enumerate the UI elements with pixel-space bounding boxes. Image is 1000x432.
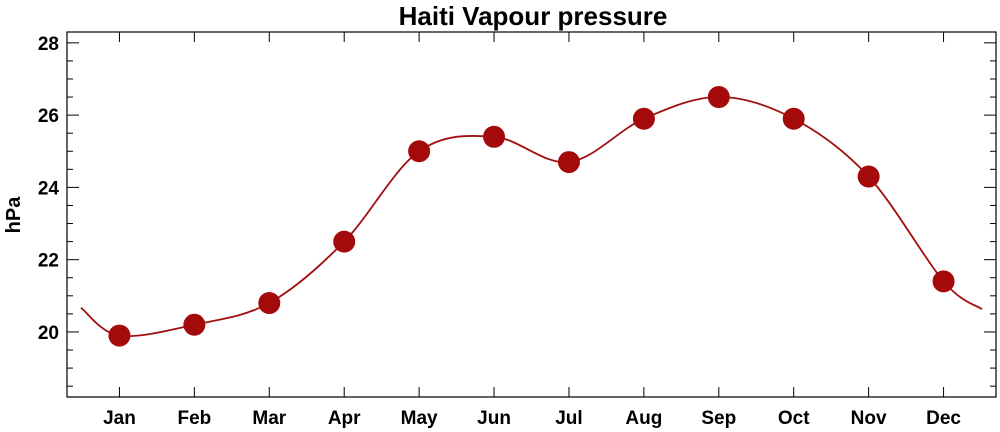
x-tick-label: Aug: [625, 408, 662, 429]
series: [80, 86, 983, 347]
x-tick-label: Jul: [555, 408, 582, 429]
y-tick-label: 24: [38, 178, 60, 199]
data-point-jan: [108, 324, 131, 347]
data-point-sep: [707, 86, 730, 109]
x-tick-label: Oct: [778, 408, 810, 429]
y-tick-label: 22: [38, 251, 59, 272]
data-point-dec: [932, 270, 955, 293]
y-ticks: 20 22 24 26 28: [38, 34, 996, 387]
data-point-nov: [857, 165, 880, 188]
x-ticks: Jan Feb Mar Apr May Jun Jul Aug Sep Oct Nov Dec: [103, 32, 961, 429]
data-point-feb: [183, 313, 206, 336]
data-point-oct: [782, 107, 805, 130]
y-axis-label: hPa: [3, 196, 25, 234]
y-tick-label: 28: [38, 34, 59, 55]
x-tick-label: Feb: [177, 408, 211, 429]
x-tick-label: May: [401, 408, 438, 429]
x-tick-label: Sep: [701, 408, 736, 429]
x-tick-label: Apr: [328, 408, 361, 429]
data-point-mar: [258, 292, 281, 315]
data-point-apr: [333, 230, 356, 253]
chart-title: Haiti Vapour pressure: [399, 1, 668, 31]
x-tick-label: Jan: [103, 408, 136, 429]
plot-frame: [66, 31, 997, 398]
data-point-may: [408, 140, 431, 163]
x-tick-label: Jun: [477, 408, 511, 429]
x-tick-label: Dec: [926, 408, 961, 429]
x-tick-label: Mar: [252, 408, 286, 429]
y-tick-label: 20: [38, 323, 59, 344]
series-line: [80, 96, 983, 338]
data-point-jul: [557, 151, 580, 174]
data-point-aug: [632, 107, 655, 130]
y-tick-label: 26: [38, 106, 59, 127]
data-point-jun: [483, 125, 506, 148]
x-tick-label: Nov: [851, 408, 887, 429]
